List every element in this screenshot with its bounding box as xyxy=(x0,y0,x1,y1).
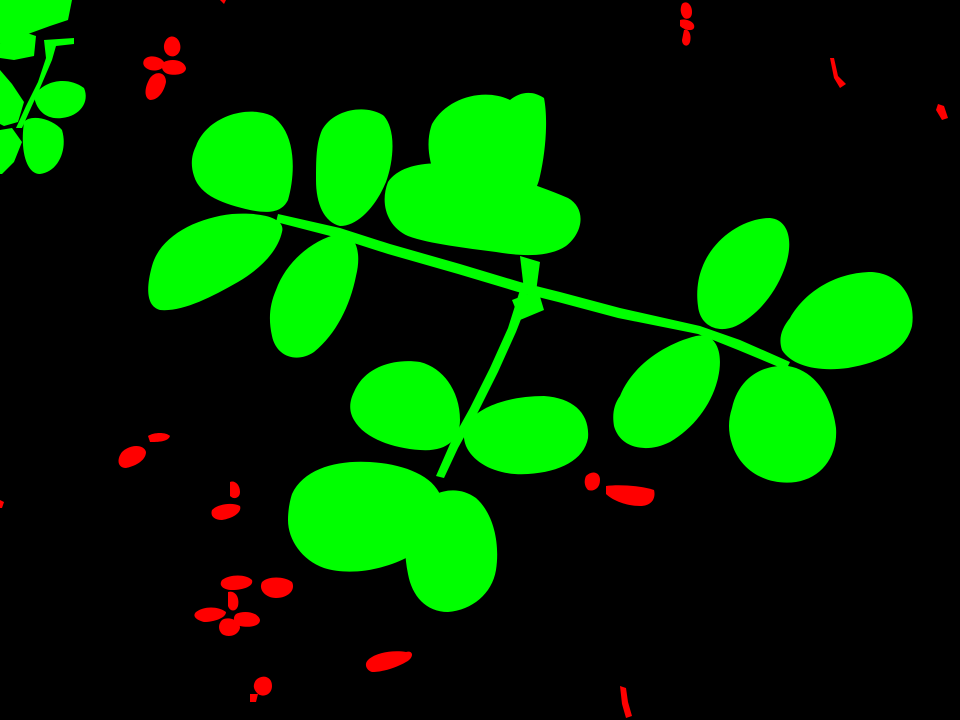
crop-leaf xyxy=(350,361,460,451)
crop-class-layer xyxy=(0,0,913,612)
crop-leaf xyxy=(269,233,359,358)
crop-leaf xyxy=(191,111,293,212)
crop-leaf xyxy=(613,335,720,449)
weed-blob xyxy=(118,446,146,468)
crop-leaf xyxy=(148,213,283,311)
crop-stem-joint xyxy=(512,290,544,320)
crop-leaf xyxy=(0,70,24,126)
crop-leaf xyxy=(316,109,393,226)
weed-blob xyxy=(145,73,166,100)
crop-leaf xyxy=(729,365,837,483)
weed-blob xyxy=(161,60,186,75)
weed-blob xyxy=(584,472,600,491)
weed-blob xyxy=(680,2,692,19)
weed-blob xyxy=(260,577,294,598)
weed-blob xyxy=(365,651,412,672)
weed-blob xyxy=(253,676,272,696)
weed-blob xyxy=(830,58,846,88)
weed-blob xyxy=(620,686,632,718)
crop-leaf xyxy=(0,30,36,60)
weed-blob xyxy=(680,19,695,31)
weed-blob xyxy=(606,485,655,506)
weed-blob xyxy=(211,503,241,520)
weed-blob xyxy=(233,612,260,627)
weed-blob xyxy=(219,618,240,636)
weed-blob xyxy=(228,591,239,611)
crop-leaf xyxy=(405,490,498,612)
weed-blob xyxy=(936,104,948,120)
crop-leaf xyxy=(22,117,64,174)
crop-stem xyxy=(436,290,530,478)
crop-stem-joint xyxy=(520,256,540,292)
crop-plant-topleft xyxy=(0,0,86,174)
weed-blob xyxy=(194,607,226,622)
crop-leaf xyxy=(34,81,86,119)
weed-blob xyxy=(220,0,226,4)
weed-blob xyxy=(163,36,181,57)
weed-blob xyxy=(230,481,240,499)
weed-blob xyxy=(148,433,170,442)
crop-leaf xyxy=(384,163,581,256)
crop-stem xyxy=(16,38,74,128)
weed-blob xyxy=(250,694,258,702)
crop-leaf xyxy=(780,272,913,370)
crop-leaf xyxy=(463,396,589,475)
weed-blob xyxy=(682,29,691,46)
crop-leaf xyxy=(697,218,790,330)
crop-leaf xyxy=(288,461,443,572)
weed-blob xyxy=(220,575,253,590)
weed-blob xyxy=(0,500,4,508)
crop-leaf xyxy=(0,128,22,174)
weed-blob xyxy=(143,56,165,71)
